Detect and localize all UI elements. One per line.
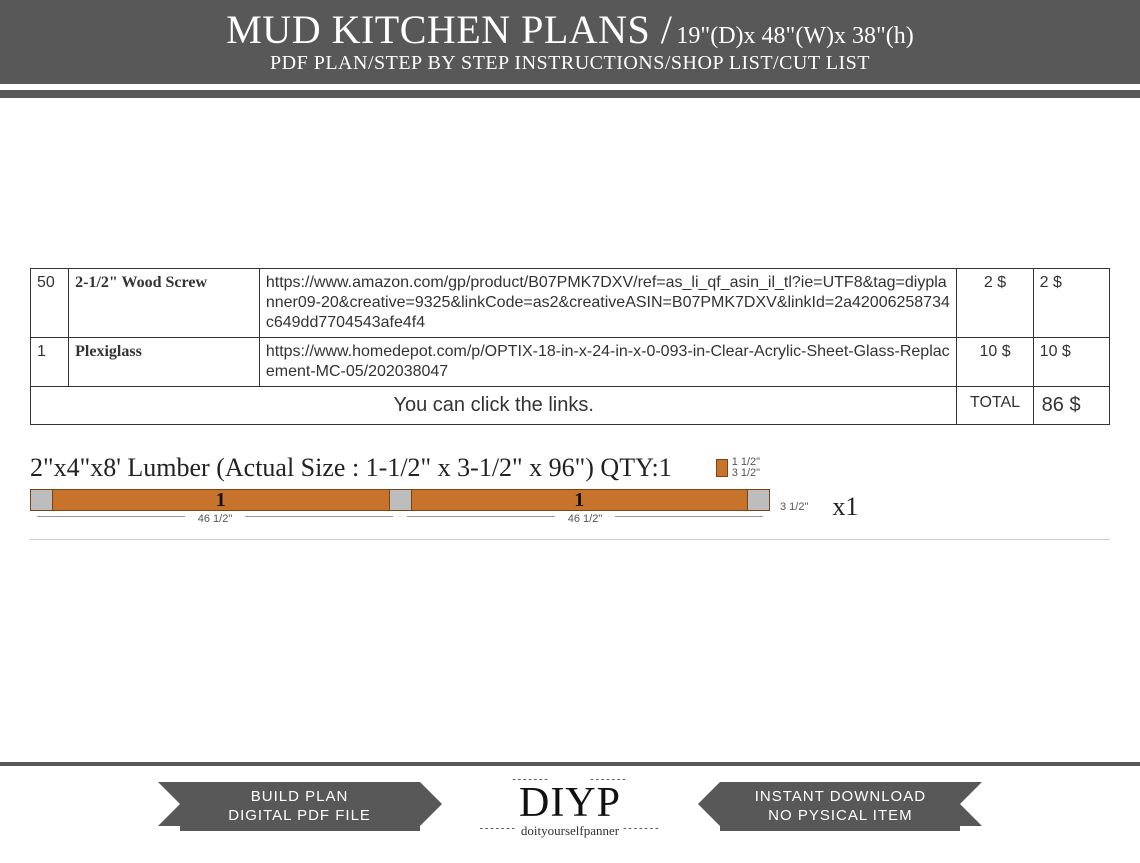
header-divider — [0, 90, 1140, 98]
board-joint-pad — [390, 490, 412, 510]
board-multiplier: x1 — [832, 492, 858, 522]
ribbon-right-line1: INSTANT DOWNLOAD — [748, 788, 932, 807]
ribbon-left-line1: BUILD PLAN — [208, 788, 392, 807]
cut-board-row: 1 1 46 1/2" 46 1/2" 3 1/2" x1 — [30, 489, 1110, 525]
cut-segment: 1 — [412, 490, 748, 510]
ribbon-right: INSTANT DOWNLOAD NO PYSICAL ITEM — [720, 782, 960, 832]
ribbon-left: BUILD PLAN DIGITAL PDF FILE — [180, 782, 420, 832]
logo-ornament: ------- doityourselfpanner ------- — [480, 823, 661, 839]
segment-dim: 46 1/2" — [30, 513, 400, 525]
cell-ext-price: 2 $ — [1033, 269, 1109, 338]
board-thickness-dim: 3 1/2" — [780, 501, 808, 513]
board-end-pad — [31, 490, 53, 510]
header-title: MUD KITCHEN PLANS / 19"(D)x 48"(W)x 38"(… — [0, 10, 1140, 50]
header-subtitle: PDF PLAN/STEP BY STEP INSTRUCTIONS/SHOP … — [0, 52, 1140, 75]
cell-link[interactable]: https://www.homedepot.com/p/OPTIX-18-in-… — [259, 338, 957, 387]
cell-item: Plexiglass — [69, 338, 260, 387]
cell-ext-price: 10 $ — [1033, 338, 1109, 387]
table-row: 1 Plexiglass https://www.homedepot.com/p… — [31, 338, 1110, 387]
cell-unit-price: 2 $ — [957, 269, 1033, 338]
cross-height: 3 1/2" — [732, 468, 760, 479]
ribbon-right-line2: NO PYSICAL ITEM — [748, 807, 932, 826]
page-footer: BUILD PLAN DIGITAL PDF FILE ------- ----… — [0, 762, 1140, 863]
total-value: 86 $ — [1033, 387, 1109, 425]
cell-qty: 50 — [31, 269, 69, 338]
total-label: TOTAL — [957, 387, 1033, 425]
segment-dim: 46 1/2" — [400, 513, 770, 525]
logo-subtext: doityourselfpanner — [521, 823, 619, 839]
shop-list-table: 50 2-1/2" Wood Screw https://www.amazon.… — [30, 268, 1110, 425]
cell-qty: 1 — [31, 338, 69, 387]
header-title-main: MUD KITCHEN PLANS / — [226, 7, 672, 52]
lumber-cross-section: 1 1/2" 3 1/2" — [716, 457, 760, 479]
section-divider — [30, 539, 1110, 540]
ribbon-left-line2: DIGITAL PDF FILE — [208, 807, 392, 826]
board-end-pad — [747, 490, 769, 510]
cross-section-block — [716, 459, 728, 477]
cut-segment: 1 — [53, 490, 390, 510]
cell-link[interactable]: https://www.amazon.com/gp/product/B07PMK… — [259, 269, 957, 338]
header-title-dims: 19"(D)x 48"(W)x 38"(h) — [676, 23, 913, 49]
cell-unit-price: 10 $ — [957, 338, 1033, 387]
brand-logo: ------- ------- DIYP ------- doityoursel… — [480, 774, 661, 839]
lumber-section: 2"x4"x8' Lumber (Actual Size : 1-1/2" x … — [30, 453, 1110, 525]
table-footer-row: You can click the links. TOTAL 86 $ — [31, 387, 1110, 425]
lumber-heading: 2"x4"x8' Lumber (Actual Size : 1-1/2" x … — [30, 453, 672, 483]
board-dimensions: 46 1/2" 46 1/2" — [30, 513, 770, 525]
cell-item: 2-1/2" Wood Screw — [69, 269, 260, 338]
logo-text: DIYP — [480, 785, 661, 823]
footer-message: You can click the links. — [31, 387, 957, 425]
header-band: MUD KITCHEN PLANS / 19"(D)x 48"(W)x 38"(… — [0, 0, 1140, 84]
cut-board: 1 1 — [30, 489, 770, 511]
table-row: 50 2-1/2" Wood Screw https://www.amazon.… — [31, 269, 1110, 338]
